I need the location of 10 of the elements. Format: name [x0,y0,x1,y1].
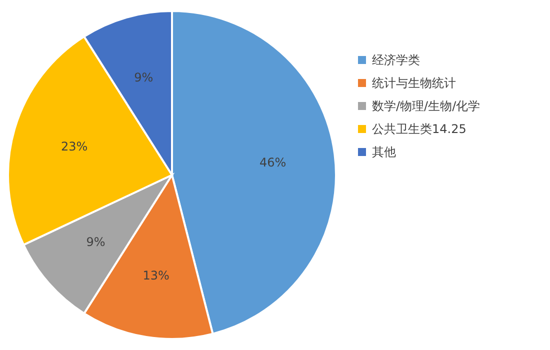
data-label: 13% [142,268,170,282]
data-label: 9% [86,235,106,250]
legend-label: 其他 [372,145,396,159]
legend-label: 数学/物理/生物/化学 [372,99,480,113]
data-label: 9% [134,70,154,84]
legend-label: 经济学类 [372,53,420,67]
legend-label: 统计与生物统计 [372,76,456,90]
data-label: 23% [61,140,88,154]
legend-label: 公共卫生类14.25 [372,122,466,136]
data-label: 46% [260,155,286,170]
